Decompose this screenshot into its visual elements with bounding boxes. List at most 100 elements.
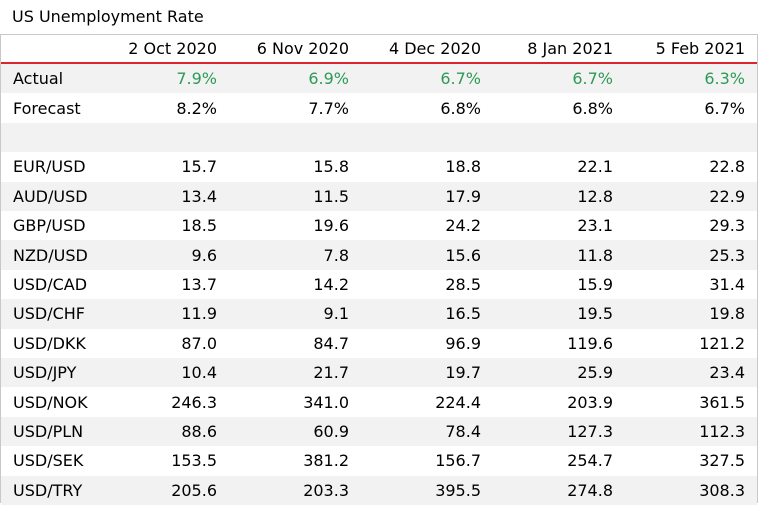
- table-cell: 15.9: [577, 274, 613, 294]
- table-row: NZD/USD 9.6 7.8 15.6 11.8 25.3: [1, 240, 757, 270]
- table-cell: 16.5: [445, 304, 481, 324]
- table-row: GBP/USD 18.5 19.6 24.2 23.1 29.3: [1, 211, 757, 240]
- row-label: USD/SEK: [13, 451, 84, 471]
- table-cell: 24.2: [445, 216, 481, 236]
- table-cell: 381.2: [303, 451, 349, 471]
- table-cell: 119.6: [567, 333, 613, 353]
- table-cell: 205.6: [171, 480, 217, 500]
- table-cell: 10.4: [181, 363, 217, 383]
- table-cell: 254.7: [567, 451, 613, 471]
- table-cell: 6.7%: [572, 69, 613, 89]
- table-cell: 14.2: [313, 274, 349, 294]
- table-cell: 361.5: [699, 392, 745, 412]
- table-cell: 15.7: [181, 157, 217, 177]
- table-cell: 25.3: [709, 245, 745, 265]
- table-cell: 308.3: [699, 480, 745, 500]
- table-cell: 11.9: [181, 304, 217, 324]
- table-cell: 19.5: [577, 304, 613, 324]
- row-label: USD/JPY: [13, 363, 77, 383]
- table-cell: 6.8%: [440, 98, 481, 118]
- table-cell: 22.1: [577, 157, 613, 177]
- table-cell: 11.5: [313, 186, 349, 206]
- table-cell: 12.8: [577, 186, 613, 206]
- table-cell: 7.9%: [176, 69, 217, 89]
- row-label: USD/CHF: [13, 304, 85, 324]
- table-cell: [229, 123, 349, 152]
- column-header: 4 Dec 2020: [388, 39, 481, 58]
- table-cell: 127.3: [567, 421, 613, 441]
- table-cell: 28.5: [445, 274, 481, 294]
- table-row: USD/NOK 246.3 341.0 224.4 203.9 361.5: [1, 387, 757, 416]
- table-cell: 327.5: [699, 451, 745, 471]
- row-label: USD/NOK: [13, 392, 88, 412]
- column-header: 6 Nov 2020: [256, 39, 349, 58]
- table-cell: 156.7: [435, 451, 481, 471]
- table-row: USD/JPY 10.4 21.7 19.7 25.9 23.4: [1, 358, 757, 388]
- row-label: NZD/USD: [13, 245, 88, 265]
- table-cell: 7.8: [323, 245, 349, 265]
- table-cell: 23.4: [709, 363, 745, 383]
- table-cell: 7.7%: [308, 98, 349, 118]
- table-cell: 19.8: [709, 304, 745, 324]
- table-row: AUD/USD 13.4 11.5 17.9 12.8 22.9: [1, 181, 757, 211]
- table-row: USD/TRY 205.6 203.3 395.5 274.8 308.3: [1, 475, 757, 505]
- table-cell: 21.7: [313, 363, 349, 383]
- table-cell: 8.2%: [176, 98, 217, 118]
- table-cell: 88.6: [181, 421, 217, 441]
- table-cell: 22.8: [709, 157, 745, 177]
- table-cell: 6.3%: [704, 69, 745, 89]
- table-cell: 31.4: [709, 274, 745, 294]
- table-row: [1, 122, 757, 153]
- table-cell: [97, 123, 217, 152]
- table-cell: 224.4: [435, 392, 481, 412]
- row-label: USD/TRY: [13, 480, 83, 500]
- row-label: USD/PLN: [13, 421, 84, 441]
- table-cell: 6.8%: [572, 98, 613, 118]
- table-cell: 18.8: [445, 157, 481, 177]
- table-row: Actual 7.9% 6.9% 6.7% 6.7% 6.3%: [1, 64, 757, 94]
- table-row: USD/CAD 13.7 14.2 28.5 15.9 31.4: [1, 270, 757, 299]
- row-label: GBP/USD: [13, 216, 86, 236]
- column-header: 5 Feb 2021: [655, 39, 745, 58]
- table-cell: 11.8: [577, 245, 613, 265]
- table-row: USD/PLN 88.6 60.9 78.4 127.3 112.3: [1, 416, 757, 447]
- table-cell: [361, 123, 481, 152]
- row-label: USD/DKK: [13, 333, 86, 353]
- table-cell: 112.3: [699, 421, 745, 441]
- table-cell: 84.7: [313, 333, 349, 353]
- table-cell: 203.3: [303, 480, 349, 500]
- column-header: 8 Jan 2021: [527, 39, 613, 58]
- table-cell: 6.9%: [308, 69, 349, 89]
- table-row: USD/CHF 11.9 9.1 16.5 19.5 19.8: [1, 299, 757, 329]
- table-cell: 246.3: [171, 392, 217, 412]
- unemployment-table: 2 Oct 2020 6 Nov 2020 4 Dec 2020 8 Jan 2…: [0, 34, 758, 505]
- table-header: 2 Oct 2020 6 Nov 2020 4 Dec 2020 8 Jan 2…: [1, 35, 757, 64]
- table-cell: 96.9: [445, 333, 481, 353]
- table-cell: 22.9: [709, 186, 745, 206]
- table-row: USD/SEK 153.5 381.2 156.7 254.7 327.5: [1, 446, 757, 475]
- row-label: USD/CAD: [13, 274, 88, 294]
- table-row: Forecast 8.2% 7.7% 6.8% 6.8% 6.7%: [1, 93, 757, 122]
- table-cell: 29.3: [709, 216, 745, 236]
- table-cell: 19.6: [313, 216, 349, 236]
- row-label: Actual: [13, 69, 64, 89]
- table-cell: 18.5: [181, 216, 217, 236]
- table-cell: 17.9: [445, 186, 481, 206]
- table-cell: 6.7%: [440, 69, 481, 89]
- table-row: USD/DKK 87.0 84.7 96.9 119.6 121.2: [1, 329, 757, 358]
- table-cell: 78.4: [445, 421, 481, 441]
- table-cell: 341.0: [303, 392, 349, 412]
- table-cell: 395.5: [435, 480, 481, 500]
- table-cell: 19.7: [445, 363, 481, 383]
- column-header: 2 Oct 2020: [128, 39, 217, 58]
- table-cell: 121.2: [699, 333, 745, 353]
- table-title: US Unemployment Rate: [12, 7, 204, 26]
- row-label: EUR/USD: [13, 157, 86, 177]
- table-cell: 6.7%: [704, 98, 745, 118]
- table-cell: 15.8: [313, 157, 349, 177]
- table-cell: 9.1: [323, 304, 349, 324]
- table-cell: [625, 123, 745, 152]
- table-cell: 15.6: [445, 245, 481, 265]
- row-label: AUD/USD: [13, 186, 88, 206]
- table-cell: 274.8: [567, 480, 613, 500]
